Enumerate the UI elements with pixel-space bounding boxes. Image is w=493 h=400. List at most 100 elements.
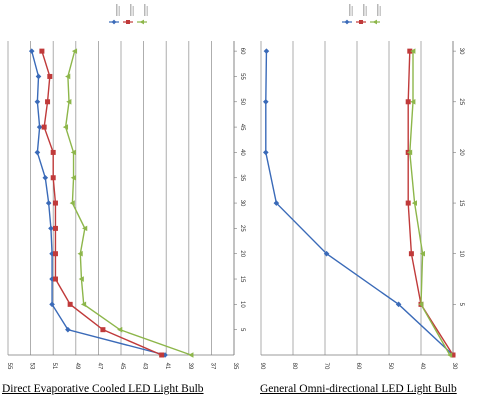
legend-label-glyphs <box>351 6 353 16</box>
x-tick-label: 45 <box>239 124 245 131</box>
data-point-square <box>159 352 165 358</box>
x-tick-label: 30 <box>239 200 245 207</box>
data-point-square <box>52 251 58 257</box>
y-tick-label: 35 <box>232 363 238 370</box>
data-point-square <box>47 73 53 79</box>
x-tick-label: 20 <box>239 250 245 257</box>
x-tick-label: 25 <box>239 225 245 232</box>
x-tick-label: 5 <box>458 303 464 307</box>
data-point-square <box>52 225 58 231</box>
data-point-square <box>67 301 73 307</box>
legend <box>342 4 381 25</box>
legend-marker-square <box>359 20 363 24</box>
data-point-triangle <box>407 149 413 156</box>
chart-1: 55 53 51 49 47 45 43 41 39 37 35 5 10 15 20 25 30 35 40 45 5… <box>6 4 245 370</box>
data-point-square <box>52 276 58 282</box>
legend-label-glyphs <box>116 4 118 16</box>
y-tick-label: 90 <box>259 363 265 370</box>
left-chart-caption: Direct Evaporative Cooled LED Light Bulb <box>2 383 204 395</box>
data-point-diamond <box>48 225 54 232</box>
data-point-triangle <box>418 301 424 308</box>
x-tick-label: 5 <box>239 328 245 332</box>
y-tick-label: 40 <box>419 363 425 370</box>
figure-canvas: 55 53 51 49 47 45 43 41 39 37 35 5 10 15 20 25 30 35 40 45 5… <box>6 4 464 370</box>
legend-marker-square <box>126 20 130 24</box>
legend-label-glyphs <box>118 6 120 16</box>
data-point-square <box>100 327 106 333</box>
y-tick-label: 47 <box>96 363 102 370</box>
y-tick-label: 41 <box>164 363 170 370</box>
y-tick-label: 43 <box>142 363 148 370</box>
x-tick-label: 15 <box>239 276 245 283</box>
y-tick-label: 80 <box>291 363 297 370</box>
data-point-diamond <box>49 301 55 308</box>
x-tick-label: 55 <box>239 73 245 80</box>
data-point-diamond <box>28 48 35 54</box>
data-point-diamond <box>263 48 270 54</box>
x-tick-label: 10 <box>458 250 464 257</box>
legend-label-glyphs <box>132 6 134 16</box>
data-point-diamond <box>162 352 168 358</box>
legend-label-glyphs <box>130 4 132 16</box>
legend-label-glyphs <box>377 4 379 16</box>
data-point-triangle <box>66 98 72 105</box>
legend-label-glyphs <box>379 6 381 16</box>
data-point-diamond <box>35 73 42 80</box>
y-tick-label: 51 <box>51 363 57 370</box>
data-point-square <box>407 48 413 54</box>
data-point-diamond <box>263 98 269 105</box>
data-point-diamond <box>34 149 41 156</box>
data-point-triangle <box>82 225 88 232</box>
x-tick-label: 20 <box>458 149 464 156</box>
data-point-triangle <box>70 149 76 156</box>
legend-marker-diamond <box>111 19 117 25</box>
legend <box>109 4 148 25</box>
y-tick-label: 45 <box>119 363 125 370</box>
data-point-diamond <box>323 250 330 257</box>
y-tick-label: 70 <box>323 363 329 370</box>
data-point-square <box>41 124 47 130</box>
legend-label-glyphs <box>363 4 365 16</box>
x-tick-label: 50 <box>239 98 245 105</box>
data-point-triangle <box>410 98 416 105</box>
data-point-triangle <box>411 200 417 206</box>
data-point-triangle <box>447 352 453 358</box>
x-tick-label: 40 <box>239 149 245 156</box>
legend-label-glyphs <box>349 4 351 16</box>
data-point-triangle <box>80 301 87 308</box>
data-point-diamond <box>273 200 280 206</box>
data-point-diamond <box>36 124 43 130</box>
legend-label-glyphs <box>144 4 146 16</box>
data-point-square <box>405 200 411 206</box>
data-point-diamond <box>49 250 55 257</box>
data-point-square <box>50 149 56 155</box>
data-point-diamond <box>42 174 49 181</box>
x-tick-label: 35 <box>239 174 245 181</box>
data-point-diamond <box>49 276 55 282</box>
x-tick-label: 15 <box>458 200 464 207</box>
y-tick-label: 53 <box>29 363 35 370</box>
data-point-diamond <box>34 98 41 105</box>
y-tick-label: 55 <box>6 363 12 370</box>
data-point-triangle <box>77 250 83 257</box>
data-point-triangle <box>71 48 78 54</box>
chart-2: 90 80 70 60 50 40 30 5 10 15 20 25 30 <box>259 4 464 370</box>
legend-marker-diamond <box>344 19 350 25</box>
data-point-square <box>50 175 56 181</box>
legend-marker-triangle <box>372 19 377 25</box>
data-point-triangle <box>188 352 194 358</box>
x-tick-label: 30 <box>458 48 464 55</box>
x-tick-label: 25 <box>458 98 464 105</box>
y-tick-label: 30 <box>451 363 457 370</box>
y-tick-label: 39 <box>187 363 193 370</box>
data-point-triangle <box>70 174 76 181</box>
y-tick-label: 50 <box>387 363 393 370</box>
legend-label-glyphs <box>146 6 148 16</box>
legend-label-glyphs <box>365 6 367 16</box>
data-point-triangle <box>78 276 84 282</box>
data-point-square <box>405 99 411 105</box>
x-tick-label: 60 <box>239 48 245 55</box>
data-point-diamond <box>65 326 71 333</box>
data-point-triangle <box>65 73 71 80</box>
data-point-diamond <box>263 149 269 156</box>
